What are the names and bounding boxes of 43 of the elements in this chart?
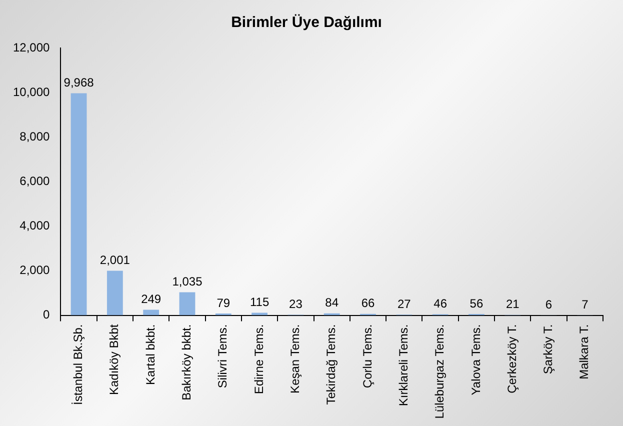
x-tick-label: Kadıköy Bkbt [107,324,122,395]
y-tick-label: 4,000 [20,218,50,232]
x-tick-label: Lüleburgaz Tems. [432,324,447,419]
data-label: 46 [434,296,448,311]
x-tick-label: Malkara T. [577,324,592,380]
data-label: 79 [216,296,230,310]
x-tick-label: Şarköy T. [541,324,556,374]
y-tick-label: 12,000 [13,40,50,54]
x-tick-label: Çerkezköy T. [504,324,519,394]
x-tick-label: Kırklareli Tems. [396,324,410,406]
data-label: 9,968 [64,76,94,90]
data-label: 115 [250,295,270,310]
chart-title: Birimler Üye Dağılımı [231,14,382,32]
data-label: 27 [397,296,412,311]
data-label: 23 [289,297,303,312]
x-tick-label: Edirne Tems. [252,324,266,394]
data-label: 1,035 [172,274,203,289]
data-label: 6 [545,297,552,312]
bar [252,312,268,316]
data-label: 7 [582,297,589,312]
bar [143,310,160,316]
x-tick-label: Yalova Tems. [468,324,483,396]
data-label: 66 [361,296,375,310]
y-tick-label: 2,000 [20,263,50,278]
data-label: 249 [141,292,162,306]
bar [70,93,87,316]
bar [106,270,123,316]
data-label: 21 [506,297,520,312]
x-tick-label: İstanbul Bk.Şb. [71,324,86,405]
x-tick-label: Tekirdağ Tems. [324,324,338,405]
x-tick-label: Silivri Tems. [216,324,230,388]
y-tick-label: 8,000 [20,129,50,144]
bar [179,292,196,316]
x-tick-label: Kartal bkbt. [143,324,158,385]
x-tick-label: Keşan Tems. [288,324,302,394]
data-label: 2,001 [100,253,130,268]
x-tick-label: Çorlu Tems. [360,324,374,388]
y-tick-label: 10,000 [13,84,50,99]
data-label: 84 [325,296,339,310]
y-tick-label: 6,000 [20,174,50,188]
x-tick-label: Bakırköy bkbt. [180,324,194,400]
y-tick-label: 0 [43,308,50,322]
data-label: 56 [470,296,484,310]
